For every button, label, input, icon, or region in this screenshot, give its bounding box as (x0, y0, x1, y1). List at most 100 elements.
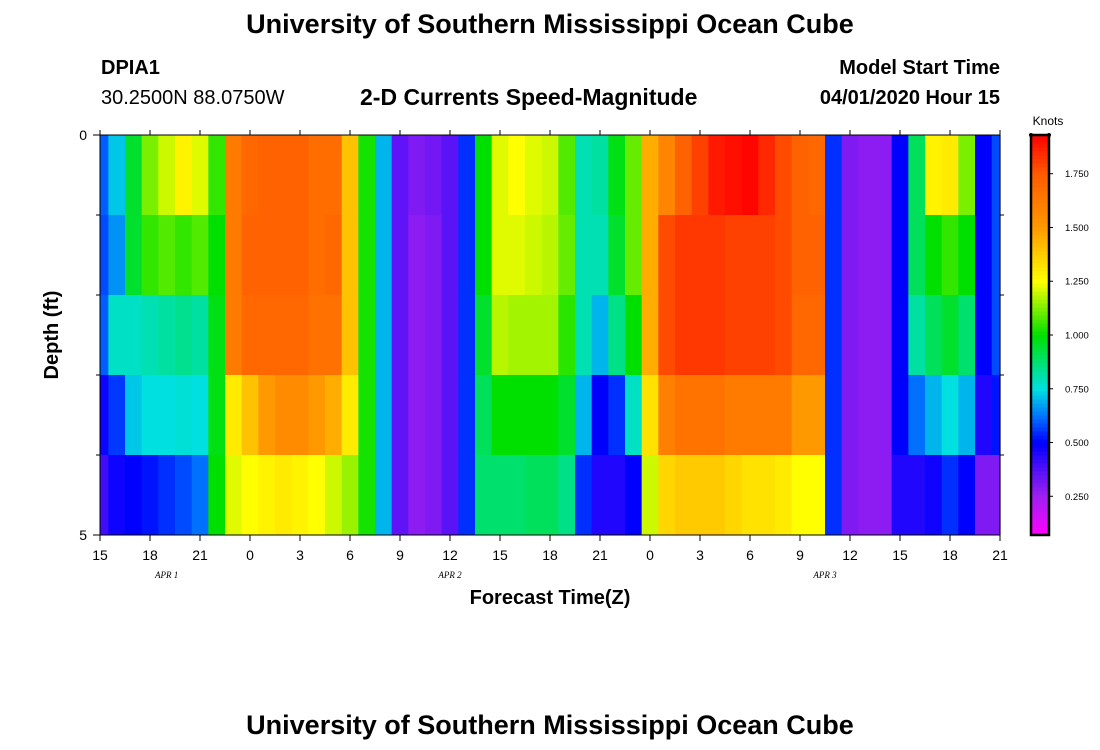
heatmap-cell (975, 375, 993, 455)
heatmap-cell (291, 455, 309, 535)
heatmap-cell (441, 215, 459, 295)
heatmap-cell (541, 295, 559, 375)
colorbar-segment (1031, 495, 1049, 500)
heatmap-cell (308, 295, 326, 375)
colorbar-segment (1031, 351, 1049, 356)
colorbar-segment (1031, 431, 1049, 436)
colorbar-segment (1031, 335, 1049, 340)
x-tick-label: 18 (542, 547, 558, 563)
heatmap-cell (258, 295, 276, 375)
heatmap-cell (191, 375, 209, 455)
heatmap-cell (875, 455, 893, 535)
heatmap-cell (358, 135, 376, 215)
colorbar-segment (1031, 311, 1049, 316)
heatmap-cell (191, 215, 209, 295)
heatmap-cell (508, 135, 526, 215)
heatmap-cell (725, 135, 743, 215)
heatmap-cell (575, 215, 593, 295)
colorbar-segment (1031, 159, 1049, 164)
colorbar-segment (1031, 263, 1049, 268)
heatmap-cell (941, 295, 959, 375)
x-tick-label: 3 (696, 547, 704, 563)
colorbar-segment (1031, 247, 1049, 252)
heatmap-cell (475, 215, 493, 295)
colorbar-segment (1031, 447, 1049, 452)
heatmap-cell (175, 455, 193, 535)
heatmap-cell (175, 375, 193, 455)
heatmap-cell (125, 295, 143, 375)
heatmap-cell (125, 375, 143, 455)
heatmap-cell (858, 375, 876, 455)
heatmap-cell (225, 135, 243, 215)
heatmap-cell (558, 455, 576, 535)
colorbar-segment (1031, 331, 1049, 336)
colorbar-segment (1031, 163, 1049, 168)
colorbar-segment (1031, 147, 1049, 152)
heatmap-cell (225, 295, 243, 375)
heatmap-cell (225, 215, 243, 295)
heatmap-cell (241, 455, 259, 535)
heatmap-cell (225, 375, 243, 455)
heatmap-cell (758, 455, 776, 535)
heatmap-cell (658, 135, 676, 215)
heatmap-cell (441, 455, 459, 535)
colorbar-segment (1031, 243, 1049, 248)
colorbar-segment (1031, 215, 1049, 220)
heatmap-cell (191, 455, 209, 535)
heatmap-cell (175, 135, 193, 215)
heatmap-cell (275, 295, 293, 375)
heatmap-cell (725, 215, 743, 295)
colorbar-segment (1031, 199, 1049, 204)
heatmap-cell (658, 455, 676, 535)
heatmap-cell (108, 135, 126, 215)
heatmap-cell (791, 135, 809, 215)
heatmap-cell (591, 375, 609, 455)
colorbar-tick-label: 0.250 (1065, 492, 1089, 503)
heatmap-cell (125, 455, 143, 535)
colorbar-segment (1031, 399, 1049, 404)
heatmap-cell (141, 375, 159, 455)
heatmap-cell (958, 455, 976, 535)
heatmap-cell (908, 455, 926, 535)
colorbar-segment (1031, 223, 1049, 228)
heatmap-cell (525, 455, 543, 535)
colorbar-segment (1031, 367, 1049, 372)
x-tick-label: 3 (296, 547, 304, 563)
heatmap-cell (491, 295, 509, 375)
heatmap-cell (358, 375, 376, 455)
heatmap-cell (791, 215, 809, 295)
y-axis-label: Depth (ft) (41, 291, 63, 380)
heatmap-cell (391, 375, 409, 455)
heatmap-cell (391, 455, 409, 535)
heatmap-cell (325, 455, 343, 535)
colorbar-segment (1031, 451, 1049, 456)
heatmap-cells (100, 135, 1001, 535)
heatmap-cell (625, 375, 643, 455)
heatmap-cell (841, 375, 859, 455)
colorbar-segment (1031, 463, 1049, 468)
colorbar-segment (1031, 427, 1049, 432)
heatmap-cell (241, 295, 259, 375)
colorbar-segment (1031, 503, 1049, 508)
colorbar-segment (1031, 239, 1049, 244)
heatmap-cell (341, 375, 359, 455)
heatmap-cell (441, 375, 459, 455)
colorbar-segment (1031, 191, 1049, 196)
heatmap-cell (608, 295, 626, 375)
heatmap-cell (491, 455, 509, 535)
colorbar-segment (1031, 523, 1049, 528)
heatmap-cell (225, 455, 243, 535)
heatmap-cell (325, 375, 343, 455)
heatmap-cell (891, 135, 909, 215)
x-tick-label: 12 (842, 547, 858, 563)
colorbar-segment (1031, 363, 1049, 368)
page-title: University of Southern Mississippi Ocean… (246, 9, 854, 39)
heatmap-cell (508, 375, 526, 455)
model-start-time: 04/01/2020 Hour 15 (819, 87, 1000, 109)
heatmap-cell (808, 135, 826, 215)
heatmap-cell (841, 295, 859, 375)
colorbar-segment (1031, 303, 1049, 308)
heatmap-cell (625, 135, 643, 215)
colorbar-segment (1031, 387, 1049, 392)
heatmap-cell (208, 375, 226, 455)
